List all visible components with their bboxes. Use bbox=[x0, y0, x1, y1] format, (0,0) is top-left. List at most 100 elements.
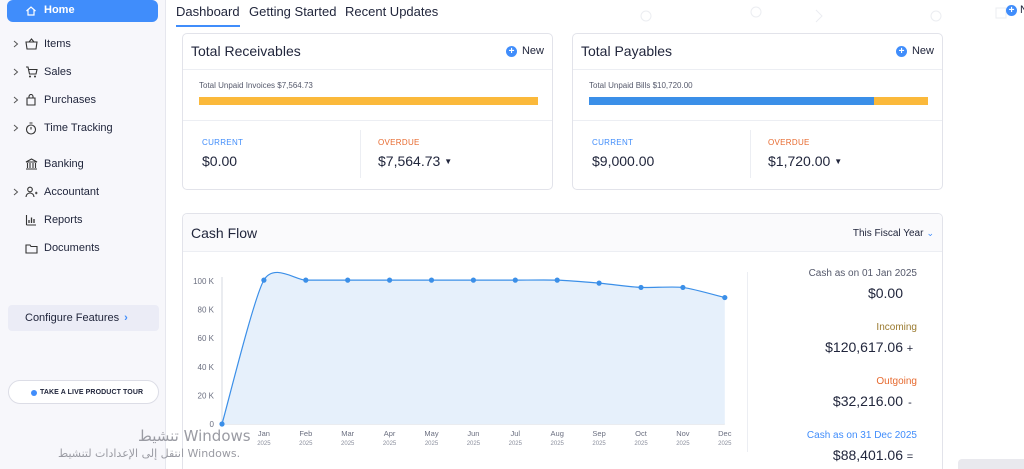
current-label: CURRENT bbox=[202, 138, 244, 147]
x-tick-label: Dec bbox=[718, 429, 732, 438]
opening-value: $0.00 bbox=[867, 285, 903, 301]
windows-activation-subtitle: انتقل إلى الإعدادات لتنشيط Windows. bbox=[58, 447, 241, 460]
sidebar-item-label: Documents bbox=[44, 242, 100, 254]
x-tick-year: 2025 bbox=[551, 441, 565, 447]
y-tick-label: 20 K bbox=[198, 391, 215, 400]
overdue-label: OVERDUE bbox=[768, 138, 810, 147]
x-tick-year: 2025 bbox=[425, 441, 439, 447]
sidebar: Home Items Sales Purchases Time Tracking… bbox=[0, 0, 166, 469]
configure-features-label: Configure Features bbox=[25, 312, 120, 324]
sidebar-item-label: Reports bbox=[44, 214, 83, 226]
data-point-aug bbox=[554, 277, 560, 283]
sidebar-item-reports[interactable]: Reports bbox=[0, 206, 165, 234]
current-label: CURRENT bbox=[592, 138, 634, 147]
current-value: $0.00 bbox=[202, 153, 238, 169]
sidebar-item-documents[interactable]: Documents bbox=[0, 234, 165, 262]
x-tick-year: 2025 bbox=[718, 441, 732, 447]
reports-icon bbox=[24, 213, 38, 227]
new-bill-button[interactable]: + New bbox=[895, 45, 934, 57]
overdue-dropdown[interactable]: $7,564.73 ▼ bbox=[378, 153, 452, 169]
data-point-feb bbox=[303, 277, 309, 283]
sidebar-item-banking[interactable]: Banking bbox=[0, 150, 165, 178]
x-tick-label: Jun bbox=[467, 429, 479, 438]
y-tick-label: 80 K bbox=[198, 306, 215, 315]
outgoing-value: $32,216.00 bbox=[832, 393, 903, 409]
payables-card: Total Payables + New Total Unpaid Bills … bbox=[572, 33, 943, 190]
data-point-oct bbox=[638, 284, 644, 291]
scrollbar[interactable] bbox=[958, 459, 1024, 469]
data-point-mar bbox=[345, 277, 351, 283]
minus-sign: - bbox=[908, 397, 912, 409]
overdue-label: OVERDUE bbox=[378, 138, 420, 147]
opening-label: Cash as on 01 Jan 2025 bbox=[808, 268, 917, 279]
outgoing-label: Outgoing bbox=[876, 376, 917, 387]
sidebar-item-label: Accountant bbox=[44, 186, 100, 198]
product-tour-label: TAKE A LIVE PRODUCT TOUR bbox=[40, 388, 144, 396]
opening-value-row: $0.00 bbox=[749, 285, 917, 301]
dashboard-tabs: Dashboard Getting Started Recent Updates… bbox=[166, 0, 1024, 30]
x-tick-year: 2025 bbox=[509, 441, 523, 447]
sidebar-item-time-tracking[interactable]: Time Tracking bbox=[0, 114, 165, 142]
tab-getting-started[interactable]: Getting Started bbox=[249, 4, 337, 19]
plus-circle-icon: + bbox=[1006, 4, 1017, 16]
overdue-dropdown[interactable]: $1,720.00 ▼ bbox=[768, 153, 842, 169]
sidebar-item-label: Time Tracking bbox=[44, 122, 113, 134]
data-point-dec bbox=[722, 294, 728, 301]
divider bbox=[360, 130, 361, 178]
windows-activation-title: تنشيط Windows bbox=[138, 427, 251, 445]
period-dropdown[interactable]: This Fiscal Year ⌄ bbox=[853, 228, 934, 239]
overdue-value: $1,720.00 bbox=[768, 153, 831, 169]
divider bbox=[183, 120, 552, 121]
closing-label: Cash as on 31 Dec 2025 bbox=[806, 430, 917, 441]
x-tick-year: 2025 bbox=[341, 441, 355, 447]
sidebar-item-sales[interactable]: Sales bbox=[0, 58, 165, 86]
card-title: Total Receivables bbox=[191, 43, 301, 59]
data-point-nov bbox=[680, 284, 686, 291]
data-point-start bbox=[219, 421, 225, 427]
outgoing-value-row: $32,216.00- bbox=[749, 393, 917, 409]
closing-balance: Cash as on 31 Dec 2025 $88,401.06 = bbox=[749, 430, 917, 463]
chevron-right-icon: › bbox=[124, 312, 128, 324]
sidebar-item-home[interactable]: Home bbox=[7, 0, 158, 22]
sidebar-item-items[interactable]: Items bbox=[0, 30, 165, 58]
y-tick-label: 60 K bbox=[198, 334, 215, 343]
receivables-progress-bar bbox=[199, 97, 538, 105]
accountant-icon bbox=[24, 185, 38, 199]
divider bbox=[747, 272, 748, 452]
chevron-right-icon bbox=[13, 187, 21, 197]
sidebar-item-label: Sales bbox=[44, 66, 72, 78]
x-tick-year: 2025 bbox=[257, 441, 271, 447]
plus-circle-icon: + bbox=[505, 45, 517, 57]
x-tick-year: 2025 bbox=[467, 441, 481, 447]
x-tick-label: Mar bbox=[341, 429, 354, 438]
y-tick-label: 0 bbox=[210, 420, 215, 429]
equals-sign: = bbox=[906, 451, 914, 463]
sidebar-item-accountant[interactable]: Accountant bbox=[0, 178, 165, 206]
chevron-right-icon bbox=[13, 95, 21, 105]
receivables-card: Total Receivables + New Total Unpaid Inv… bbox=[182, 33, 553, 190]
incoming-total: Incoming $120,617.06 + bbox=[749, 322, 917, 355]
current-value: $9,000.00 bbox=[592, 153, 655, 169]
x-tick-year: 2025 bbox=[676, 441, 690, 447]
x-tick-year: 2025 bbox=[634, 441, 648, 447]
data-point-jul bbox=[512, 277, 518, 283]
plus-sign: + bbox=[906, 343, 914, 355]
sidebar-item-purchases[interactable]: Purchases bbox=[0, 86, 165, 114]
divider bbox=[750, 130, 751, 178]
tab-dashboard[interactable]: Dashboard bbox=[176, 4, 240, 27]
new-invoice-button[interactable]: + New bbox=[505, 45, 544, 57]
sidebar-nav: Home Items Sales Purchases Time Tracking… bbox=[0, 0, 165, 262]
product-tour-button[interactable]: TAKE A LIVE PRODUCT TOUR bbox=[8, 380, 159, 404]
sidebar-item-label: Items bbox=[44, 38, 71, 50]
y-tick-label: 40 K bbox=[198, 363, 215, 372]
x-tick-label: Apr bbox=[384, 429, 396, 438]
new-dashboard-button[interactable]: + N bbox=[1006, 4, 1024, 16]
opening-balance: Cash as on 01 Jan 2025 $0.00 bbox=[749, 268, 917, 301]
tab-recent-updates[interactable]: Recent Updates bbox=[345, 4, 439, 19]
data-point-apr bbox=[387, 277, 393, 283]
configure-features-button[interactable]: Configure Features › bbox=[8, 305, 159, 331]
caret-down-icon: ▼ bbox=[834, 157, 843, 166]
tour-dot-icon bbox=[31, 390, 37, 396]
cash-flow-card: Cash Flow This Fiscal Year ⌄ 0 20 K 40 K 60 … bbox=[182, 213, 943, 469]
divider bbox=[573, 120, 942, 121]
